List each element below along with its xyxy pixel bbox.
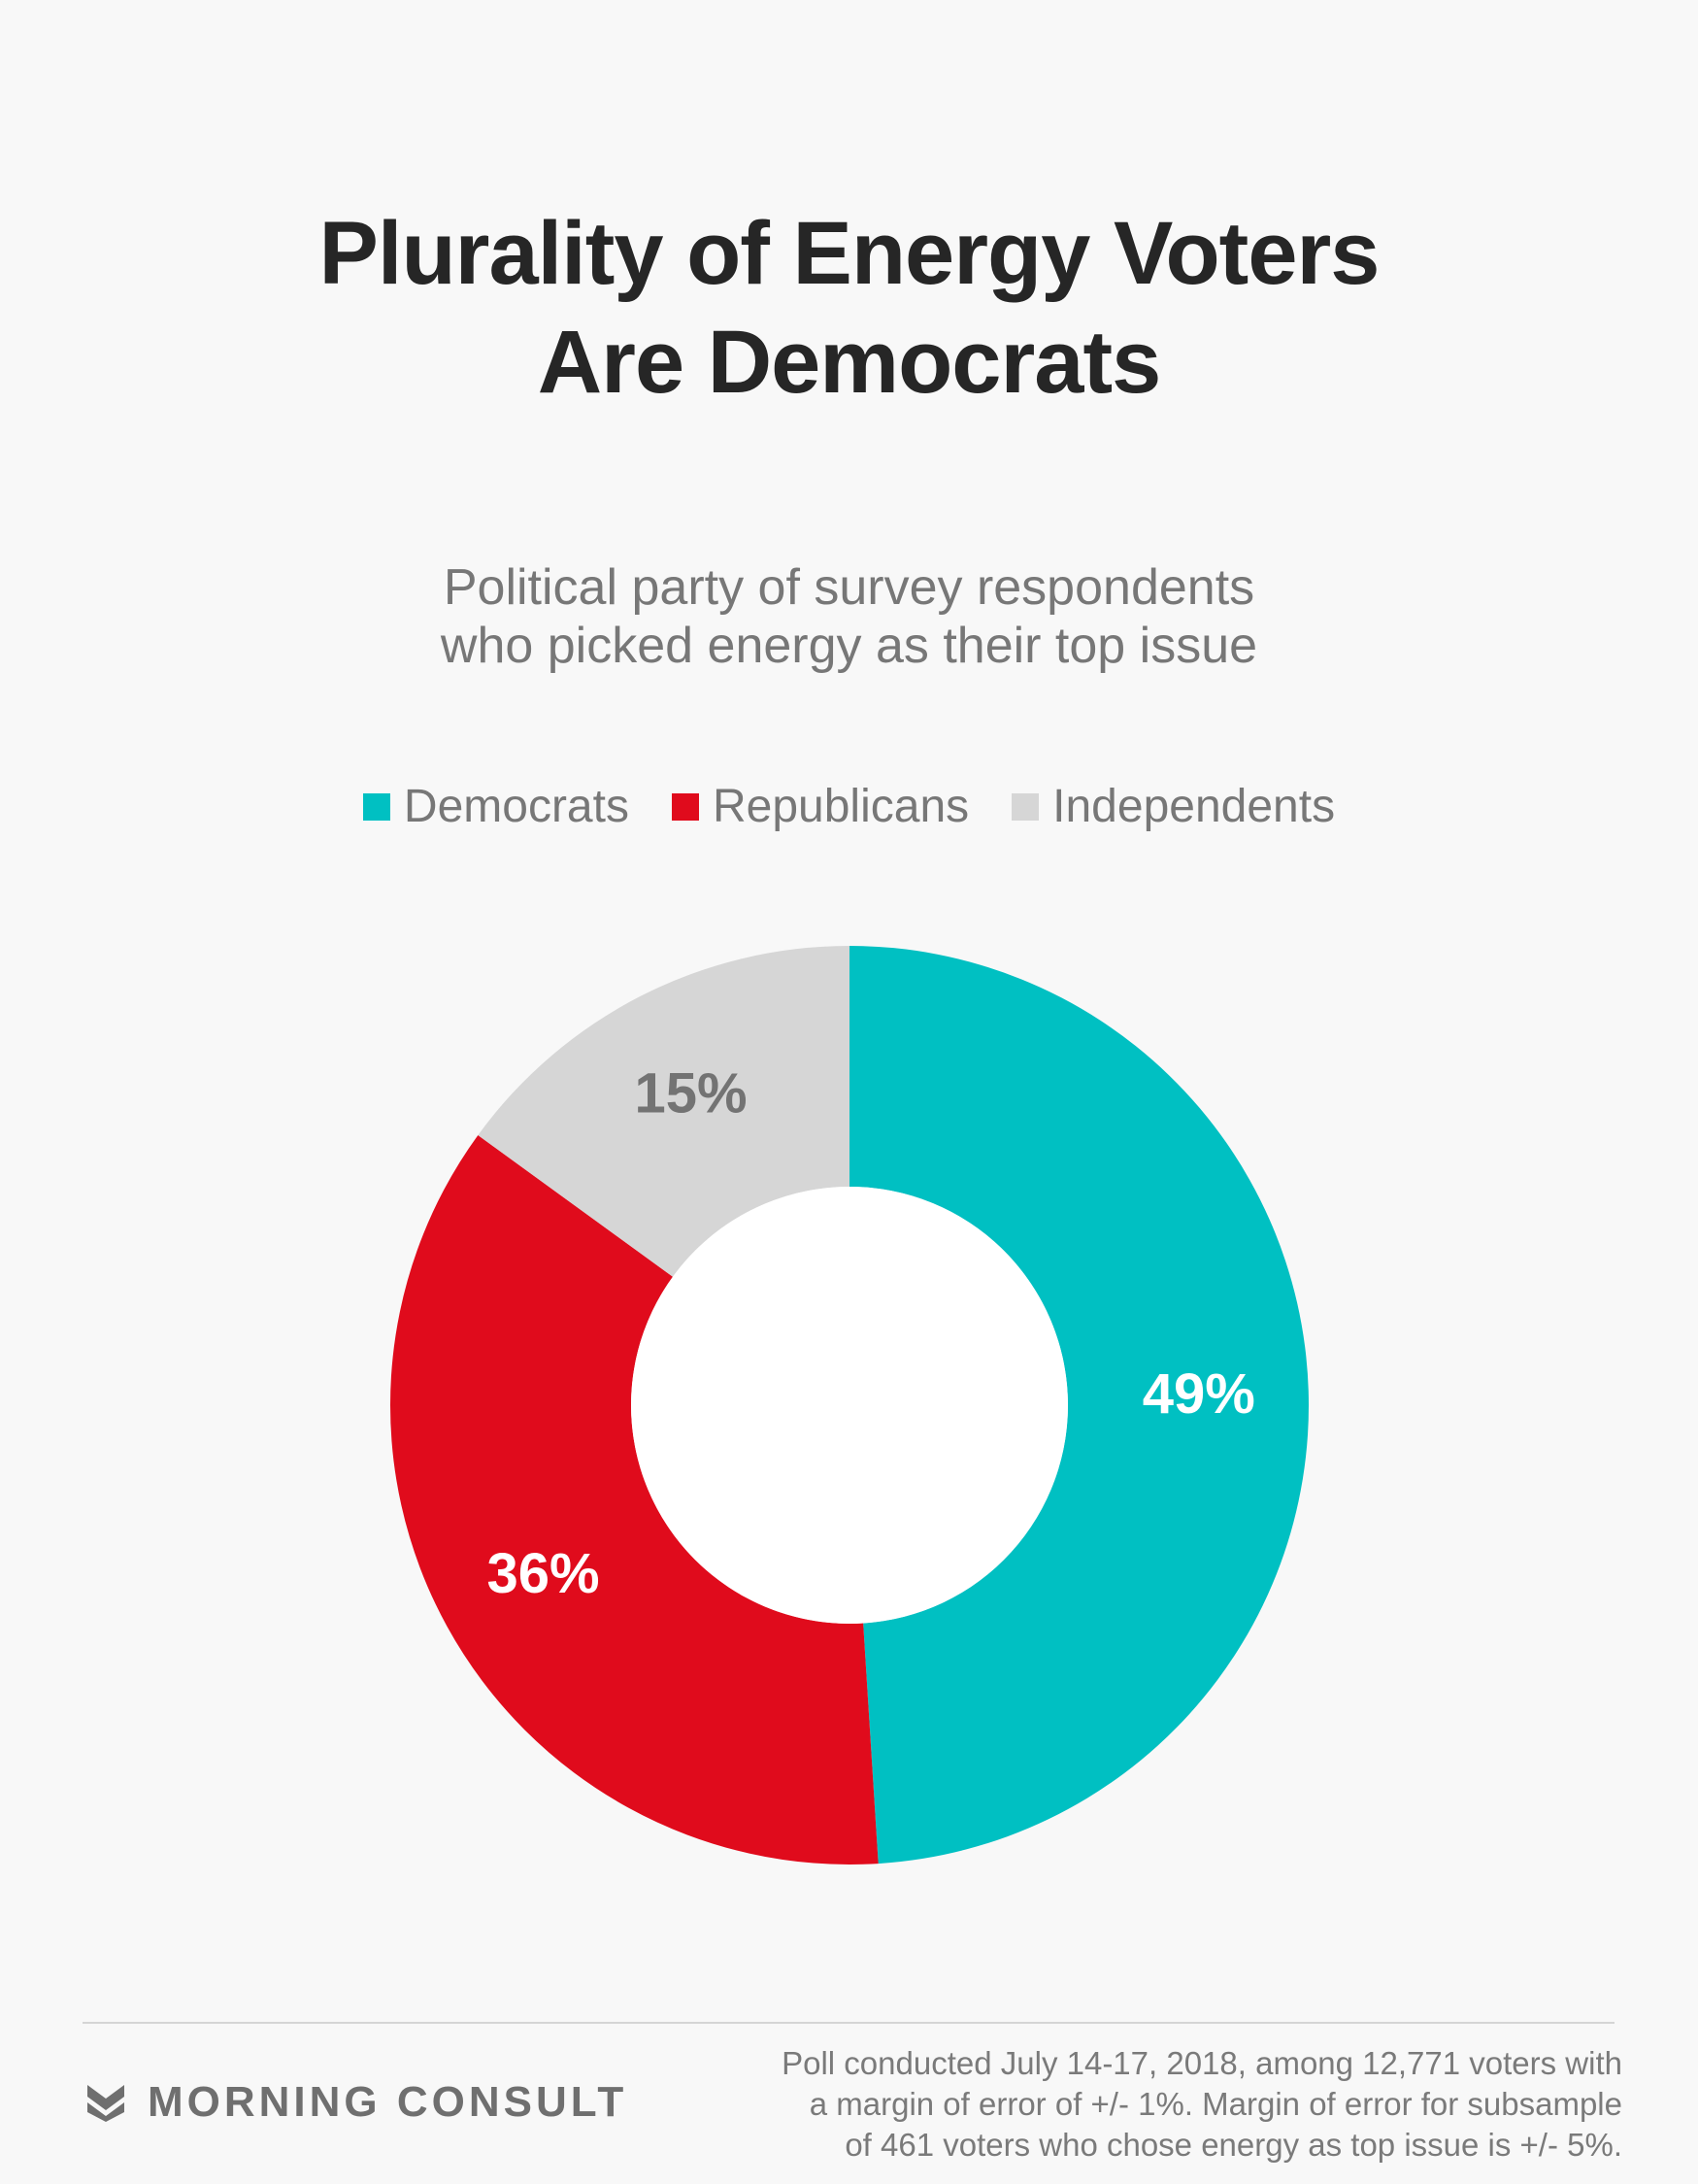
- methodology-note-line-1: Poll conducted July 14-17, 2018, among 1…: [782, 2045, 1622, 2081]
- chart-subtitle-line-1: Political party of survey respondents: [443, 559, 1255, 616]
- methodology-note: Poll conducted July 14-17, 2018, among 1…: [651, 2043, 1622, 2166]
- donut-slice-democrats: [849, 946, 1310, 1865]
- legend-swatch-republicans: [671, 792, 699, 821]
- data-label-independents: 15%: [635, 1062, 748, 1126]
- donut-hole: [631, 1187, 1068, 1624]
- chart-title-line-2: Are Democrats: [537, 313, 1162, 412]
- legend-label-democrats: Democrats: [403, 781, 629, 832]
- legend-item-republicans: Republicans: [671, 780, 970, 833]
- legend-item-independents: Independents: [1012, 780, 1335, 833]
- chart-title-line-1: Plurality of Energy Voters: [318, 204, 1381, 303]
- legend-label-republicans: Republicans: [712, 781, 970, 832]
- chart-title: Plurality of Energy Voters Are Democrats: [0, 199, 1698, 417]
- footer-divider: [83, 2022, 1615, 2024]
- legend-swatch-democrats: [362, 792, 390, 821]
- data-label-republicans: 36%: [486, 1542, 599, 1605]
- donut-slice-republicans: [389, 1134, 879, 1865]
- chart-subtitle: Political party of survey respondents wh…: [0, 558, 1698, 675]
- brand-name: MORNING CONSULT: [148, 2078, 628, 2126]
- chart-subtitle-line-2: who picked energy as their top issue: [440, 618, 1258, 674]
- legend-item-democrats: Democrats: [362, 780, 629, 833]
- methodology-note-line-2: a margin of error of +/- 1%. Margin of e…: [809, 2086, 1622, 2122]
- donut-slice-independents: [478, 946, 849, 1277]
- chart-legend: Democrats Republicans Independents: [0, 780, 1698, 833]
- data-label-democrats: 49%: [1143, 1362, 1255, 1426]
- methodology-note-line-3: of 461 voters who chose energy as top is…: [845, 2127, 1622, 2163]
- legend-label-independents: Independents: [1052, 781, 1336, 832]
- morning-consult-logo: MORNING CONSULT: [85, 2078, 627, 2127]
- legend-swatch-independents: [1012, 792, 1040, 821]
- morning-consult-chevron-logo-icon: [87, 2085, 124, 2122]
